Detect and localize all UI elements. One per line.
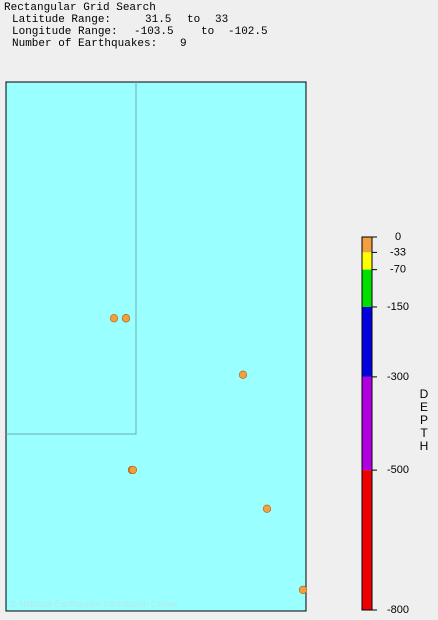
value: -103.5 [134,26,174,38]
depth-band [362,237,372,253]
earthquakes [109,314,308,594]
tick-label: -70 [390,264,406,276]
depth-band [362,470,372,610]
label: Latitude Range: [12,14,111,26]
label: Longitude Range: [12,26,118,38]
depth-band [362,376,372,471]
value: 31.5 [145,14,171,26]
map-area [5,81,307,612]
earthquake [128,465,137,475]
search-title: Rectangular Grid Search [4,2,156,14]
label: Number of Earthquakes: [12,38,157,50]
tick-label: -800 [387,604,409,616]
count-line: Number of Earthquakes: 9 [12,38,187,50]
value: 33 [215,14,228,26]
tick-label: -150 [387,301,409,313]
depth-scale: 0 -33 -70 -150 -300 -500 -800 D E P T H [361,231,429,616]
value: -102.5 [228,26,268,38]
depth-band [362,306,372,377]
earthquake [262,504,272,513]
separator: to [187,14,200,26]
tick-label: 0 [395,231,401,243]
scale-frame [361,236,373,611]
latitude-line: Latitude Range: 31.5 to 33 [12,14,228,26]
earthquake [238,370,248,379]
value: 9 [180,38,187,50]
tick-label: -33 [390,246,406,258]
separator: to [201,26,214,38]
credit: © National Earthquake Information Center [10,599,178,609]
longitude-line: Longitude Range: -103.5 to -102.5 [12,26,268,38]
depth-band [362,252,372,270]
earthquake [109,314,119,323]
earthquake [298,585,308,594]
tick-label: -500 [387,464,409,476]
state-boundary [6,82,137,435]
earthquake [121,314,131,323]
tick-label: -300 [387,371,409,383]
depth-band [362,269,372,307]
